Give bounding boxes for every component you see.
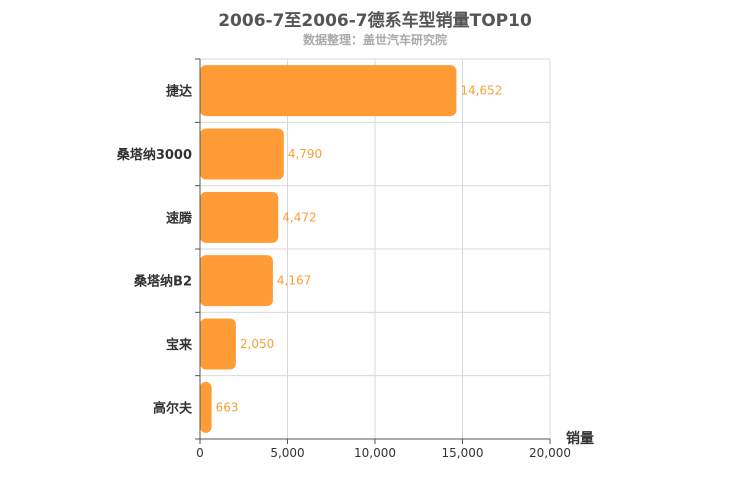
x-tick-label: 20,000 <box>529 446 571 460</box>
bar <box>200 191 279 243</box>
category-label: 速腾 <box>166 210 193 226</box>
bar-value-label: 4,472 <box>282 210 316 224</box>
x-tick-label: 5,000 <box>270 446 304 460</box>
chart-subtitle: 数据整理：盖世汽车研究院 <box>302 33 447 47</box>
bar <box>200 65 457 117</box>
chart-title: 2006-7至2006-7德系车型销量TOP10 <box>218 11 532 31</box>
bar-value-label: 4,167 <box>277 274 311 288</box>
axes <box>195 58 551 444</box>
x-tick-label: 10,000 <box>354 446 396 460</box>
bar-value-label: 4,790 <box>288 147 322 161</box>
bar <box>200 318 236 370</box>
bar <box>200 255 273 307</box>
bar <box>200 128 284 180</box>
bar-value-label: 14,652 <box>460 84 502 98</box>
x-axis-title: 销量 <box>566 430 594 447</box>
x-tick-label: 15,000 <box>442 446 484 460</box>
bar-value-label: 2,050 <box>240 337 274 351</box>
category-label: 桑塔纳3000 <box>116 147 192 163</box>
x-tick-label: 0 <box>196 446 204 460</box>
category-label: 桑塔纳B2 <box>133 274 192 290</box>
category-label: 高尔夫 <box>153 400 193 416</box>
bar-value-label: 663 <box>216 400 239 414</box>
bars <box>200 65 457 433</box>
category-label: 宝来 <box>166 337 193 353</box>
bar <box>200 381 212 433</box>
category-label: 捷达 <box>166 84 192 100</box>
